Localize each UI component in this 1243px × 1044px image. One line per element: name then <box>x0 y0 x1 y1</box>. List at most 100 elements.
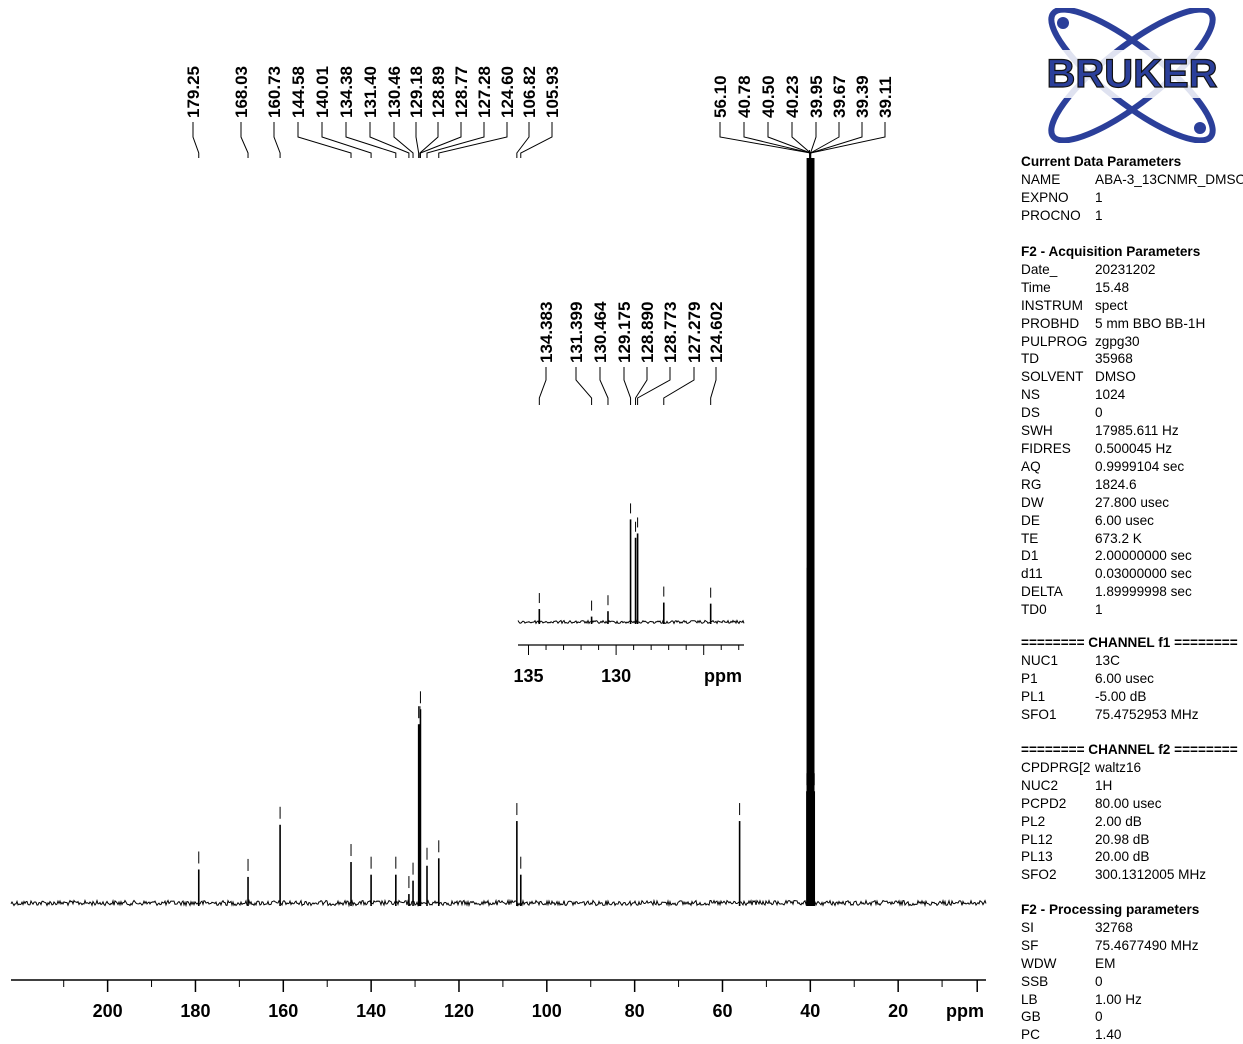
peak-label: 128.77 <box>452 66 471 118</box>
parameter-key: CPDPRG[2 <box>1021 759 1091 775</box>
parameter-key: GB <box>1021 1009 1041 1025</box>
x-tick-label: 120 <box>444 1001 474 1021</box>
inset-peak-label: 134.383 <box>537 302 556 363</box>
parameter-value: spect <box>1095 297 1128 313</box>
parameter-key: SWH <box>1021 423 1053 439</box>
parameter-key: RG <box>1021 476 1042 492</box>
parameter-key: P1 <box>1021 670 1038 686</box>
parameter-key: PL12 <box>1021 831 1053 847</box>
parameter-row: PL13 20.00 dB <box>1021 848 1243 866</box>
parameter-key: FIDRES <box>1021 440 1071 456</box>
parameter-row: TE 673.2 K <box>1021 530 1243 548</box>
parameter-row: INSTRUM spect <box>1021 297 1243 315</box>
peak-connector <box>438 122 508 158</box>
parameter-value: 6.00 usec <box>1095 512 1154 528</box>
nmr-spectrum-chart: 179.25 168.03 160.73 144.58 140.01 134.38 131.… <box>10 66 987 1021</box>
section-title: Current Data Parameters <box>1021 154 1182 169</box>
parameter-row: NAME ABA-3_13CNMR_DMSO <box>1021 171 1243 189</box>
parameter-value: 1 <box>1095 189 1103 205</box>
parameter-value: 20.98 dB <box>1095 831 1150 847</box>
parameter-row: d11 0.03000000 sec <box>1021 565 1243 583</box>
parameter-row: SFO2 300.1312005 MHz <box>1021 866 1243 884</box>
parameter-row: D1 2.00000000 sec <box>1021 547 1243 565</box>
parameter-key: DE <box>1021 512 1040 528</box>
parameter-value: 20231202 <box>1095 261 1156 277</box>
section-title: F2 - Processing parameters <box>1021 902 1200 917</box>
peak-connector <box>419 122 462 158</box>
peak-label: 144.58 <box>289 66 308 118</box>
peak-connector <box>415 122 420 158</box>
peak-label: 106.82 <box>520 66 539 118</box>
peak-label: 130.46 <box>385 66 404 118</box>
parameter-value: 0 <box>1095 1009 1103 1025</box>
acquisition-parameters: F2 - Acquisition Parameters Date_ 2023120… <box>1021 243 1243 619</box>
inset-peak-connector <box>710 367 717 405</box>
main-x-axis: 200 180 160 140 120 100 80 60 40 20 ppm <box>11 979 986 1021</box>
peak-connector <box>297 122 352 158</box>
parameter-value: 0.500045 Hz <box>1095 440 1173 456</box>
parameter-key: SF <box>1021 937 1039 953</box>
parameter-key: SI <box>1021 919 1034 935</box>
parameter-row: PL12 20.98 dB <box>1021 831 1243 849</box>
parameter-key: SSB <box>1021 973 1049 989</box>
parameter-row: TD 35968 <box>1021 350 1243 368</box>
inset-peak-label: 129.175 <box>615 302 634 363</box>
parameter-key: DELTA <box>1021 584 1063 600</box>
parameter-value: 15.48 <box>1095 279 1130 295</box>
parameter-value: 1024 <box>1095 387 1126 403</box>
x-axis-label: ppm <box>946 1001 984 1021</box>
parameter-row: Time 15.48 <box>1021 279 1243 297</box>
parameter-row: NUC1 13C <box>1021 652 1243 670</box>
parameter-key: TD0 <box>1021 602 1047 618</box>
inset-peak-label: 131.399 <box>567 302 586 363</box>
peak-connector <box>369 122 410 158</box>
parameter-key: INSTRUM <box>1021 297 1083 313</box>
parameter-value: 0.9999104 sec <box>1095 458 1185 474</box>
peak-label: 56.10 <box>711 75 730 118</box>
x-tick-label: 40 <box>800 1001 820 1021</box>
section-title: ======== CHANNEL f2 ======== <box>1021 742 1238 757</box>
channel-f2-parameters: ======== CHANNEL f2 ======== CPDPRG[2 wal… <box>1021 741 1243 884</box>
parameter-row: SFO1 75.4752953 MHz <box>1021 706 1243 724</box>
parameter-panel: BRUKER Current Data Parameters NAME ABA-3… <box>1021 0 1243 1044</box>
parameter-key: Date_ <box>1021 261 1058 277</box>
inset-peak-connector <box>635 367 648 405</box>
parameter-value: 2.00 dB <box>1095 813 1142 829</box>
parameter-value: zgpg30 <box>1095 333 1140 349</box>
parameter-key: NAME <box>1021 171 1061 187</box>
parameter-row: SOLVENT DMSO <box>1021 368 1243 386</box>
parameter-row: PL1 -5.00 dB <box>1021 688 1243 706</box>
peak-label: 131.40 <box>361 66 380 118</box>
peak-connector <box>767 122 812 158</box>
parameter-value: 5 mm BBO BB-1H <box>1095 315 1206 331</box>
peak-connector <box>345 122 397 158</box>
peak-connector <box>810 122 886 158</box>
inset-peak-label: 130.464 <box>591 301 610 363</box>
parameter-key: NUC2 <box>1021 777 1059 793</box>
inset-x-tick-label: 130 <box>601 666 631 686</box>
parameter-key: NUC1 <box>1021 652 1059 668</box>
x-tick-label: 80 <box>625 1001 645 1021</box>
peak-label: 179.25 <box>184 66 203 118</box>
peak-connector <box>321 122 372 158</box>
peak-label: 40.50 <box>759 75 778 118</box>
x-tick-label: 140 <box>356 1001 386 1021</box>
parameter-row: FIDRES 0.500045 Hz <box>1021 440 1243 458</box>
parameter-value: 13C <box>1095 652 1120 668</box>
parameter-value: DMSO <box>1095 369 1136 385</box>
parameter-value: ABA-3_13CNMR_DMSO <box>1095 171 1243 187</box>
parameter-row: RG 1824.6 <box>1021 476 1243 494</box>
parameter-value: 2.00000000 sec <box>1095 548 1192 564</box>
parameter-row: SSB 0 <box>1021 973 1243 991</box>
parameter-key: Time <box>1021 279 1051 295</box>
parameter-row: SWH 17985.611 Hz <box>1021 422 1243 440</box>
parameter-value: 80.00 usec <box>1095 795 1162 811</box>
parameter-row: DS 0 <box>1021 404 1243 422</box>
parameter-row: PC 1.40 <box>1021 1026 1243 1044</box>
parameter-key: DW <box>1021 494 1044 510</box>
inset-peak-connector <box>637 367 671 405</box>
peak-label: 168.03 <box>232 66 251 118</box>
peak-label: 39.11 <box>876 76 895 118</box>
parameter-row: TD0 1 <box>1021 601 1243 619</box>
parameter-row: PCPD2 80.00 usec <box>1021 795 1243 813</box>
